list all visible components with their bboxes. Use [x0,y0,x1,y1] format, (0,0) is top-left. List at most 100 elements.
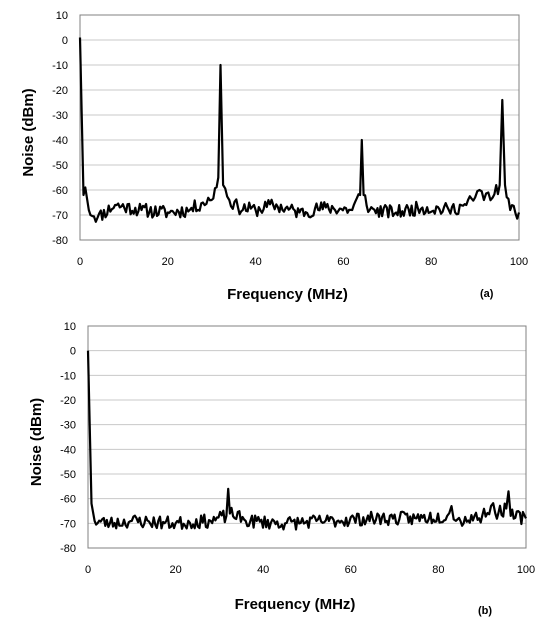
data-point [455,520,457,522]
data-point [359,194,361,196]
data-point [504,184,506,186]
data-point [325,207,327,209]
data-point [416,518,418,520]
data-point [479,189,481,191]
data-point [466,204,468,206]
data-point [227,488,229,490]
data-point [492,197,494,199]
y-tick-label: 10 [56,10,68,22]
y-tick-label: -10 [60,370,76,382]
y-tick-label: -60 [52,185,68,197]
y-tick-label: -30 [60,420,76,432]
y-tick-label: -70 [52,210,68,222]
data-point [255,209,257,211]
data-point [210,520,212,522]
x-tick-label: 40 [257,564,269,576]
data-point [448,209,450,211]
x-tick-label: 40 [249,256,261,268]
data-point [422,207,424,209]
data-point [495,513,497,515]
data-point [91,503,93,505]
data-point [109,523,111,525]
plot-area [79,14,520,241]
y-tick-label: -40 [52,135,68,147]
x-tick-label: 100 [517,564,535,576]
data-point [84,187,86,189]
data-point [361,139,363,141]
panel-label: (a) [480,288,494,300]
data-point [490,505,492,507]
y-tick-label: -50 [52,160,68,172]
data-point [446,515,448,517]
data-point [217,177,219,179]
x-tick-label: 80 [432,564,444,576]
data-point [83,194,85,196]
panel-label: (b) [478,605,492,617]
data-point [284,523,286,525]
y-tick-label: -50 [60,469,76,481]
y-tick-label: -20 [52,85,68,97]
data-point [141,209,143,211]
chart-panel-a: 100-10-20-30-40-50-60-70-800 20 40 60 80 100F… [20,10,528,303]
data-point [222,184,224,186]
data-point [211,199,213,201]
y-tick-label: -60 [60,494,76,506]
y-tick-label: -70 [60,518,76,530]
x-tick-label: 20 [169,564,181,576]
data-point [351,209,353,211]
data-point [525,518,527,520]
y-tick-label: -40 [60,444,76,456]
data-point [499,184,501,186]
data-point [474,197,476,199]
x-tick-label: 60 [337,256,349,268]
x-tick-label: 100 [510,256,528,268]
data-point [175,523,177,525]
data-point [363,194,365,196]
noise-trace [86,350,527,531]
data-point [328,520,330,522]
data-point [372,518,374,520]
y-tick-label: 0 [70,346,76,358]
data-point [451,505,453,507]
data-point [228,199,230,201]
data-point [487,192,489,194]
x-tick-label: 0 [85,564,91,576]
y-tick-label: -10 [52,60,68,72]
data-point [508,490,510,492]
data-point [299,212,301,214]
y-tick-label: -30 [52,110,68,122]
x-tick-label: 20 [162,256,174,268]
data-point [237,207,239,209]
data-point [509,209,511,211]
data-point [245,520,247,522]
data-point [272,204,274,206]
data-point [131,520,133,522]
data-point [505,508,507,510]
x-tick-label: 60 [345,564,357,576]
data-point [88,209,90,211]
data-point [220,64,222,66]
plot-area [87,325,527,549]
data-point [483,199,485,201]
data-point [94,520,96,522]
data-point [114,204,116,206]
data-point [97,217,99,219]
x-axis-title: Frequency (MHz) [235,596,356,613]
y-tick-label: -80 [60,543,76,555]
x-axis-title: Frequency (MHz) [227,286,348,303]
y-tick-label: -80 [52,235,68,247]
chart-panel-b: 100-10-20-30-40-50-60-70-800 20 40 60 80 100F… [28,321,535,617]
y-tick-label: 0 [62,35,68,47]
data-point [518,212,520,214]
data-point [510,515,512,517]
y-tick-label: 10 [64,321,76,333]
noise-trace [78,37,521,223]
data-point [167,212,169,214]
data-point [502,99,504,101]
data-point [189,209,191,211]
data-point [226,515,228,517]
y-tick-label: -20 [60,395,76,407]
data-point [395,212,397,214]
data-point [481,515,483,517]
